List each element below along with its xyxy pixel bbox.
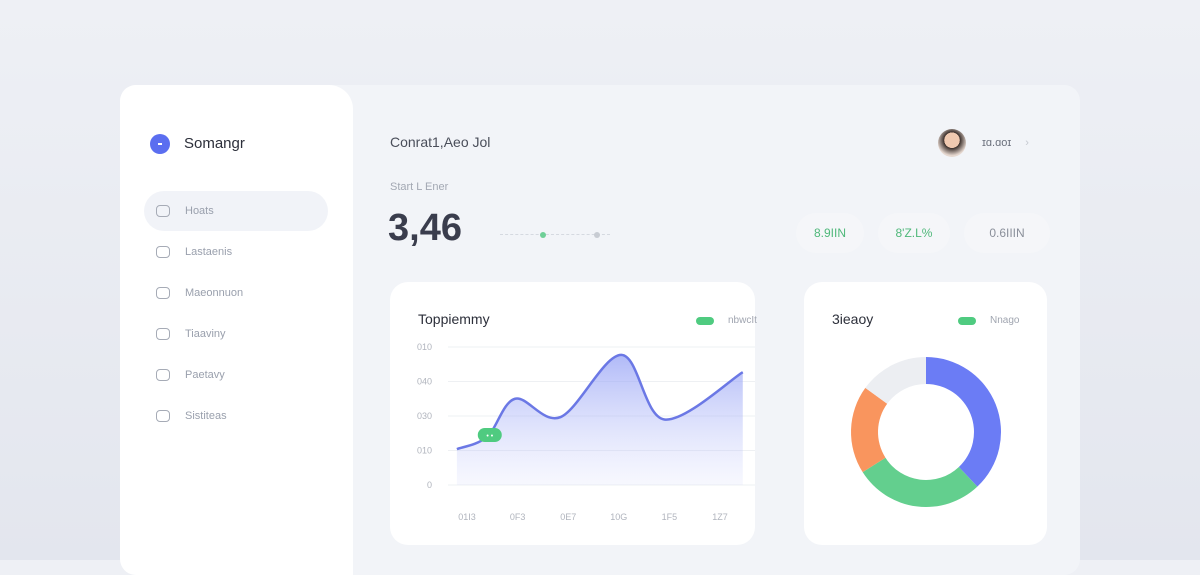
user-menu[interactable]: ɪɑ.ɑoɪ › — [930, 125, 1048, 161]
legend-swatch — [958, 316, 976, 325]
sidebar-item-label: Lastaenis — [185, 246, 233, 258]
avatar — [938, 129, 966, 157]
donut-slice[interactable] — [865, 357, 926, 404]
donut-slice[interactable] — [862, 457, 978, 507]
logo-icon — [150, 134, 170, 154]
sidebar-item[interactable]: Paetavy — [144, 355, 328, 395]
sidebar-item[interactable]: Hoats — [144, 191, 328, 231]
sidebar-item[interactable]: Tiaaviny — [144, 314, 328, 354]
chevron-right-icon: › — [1025, 137, 1029, 149]
x-tick-label: 0F3 — [510, 512, 526, 522]
donut-chart-panel: 3ieaoy Nnago — [804, 282, 1047, 545]
line-chart-panel: Toppiemmy nbwcIt 010 040 030 010 0 01I3 0F3 0E7… — [390, 282, 757, 545]
x-tick-label: 10G — [610, 512, 627, 522]
x-tick-label: 1F5 — [662, 512, 678, 522]
page-title: Conrat1,Aeo Jol — [390, 134, 491, 150]
legend: Nnago — [958, 315, 1019, 326]
sidebar-item-label: Tiaaviny — [185, 328, 226, 340]
sidebar: Somangr Hoats Lastaenis Maeonnuon Tiaaviny P… — [120, 85, 353, 575]
y-tick-label: 040 — [417, 377, 432, 387]
x-tick-label: 1Z7 — [712, 512, 728, 522]
bell-icon — [156, 410, 170, 422]
tooltip-label: • • — [486, 433, 493, 440]
donut-slice[interactable] — [926, 357, 1001, 487]
area-fill — [456, 354, 743, 485]
power-icon — [156, 287, 170, 299]
line-chart: 010 040 030 010 0 01I3 0F3 0E7 10G 1F5 1Z7 • • — [417, 342, 755, 522]
donut-slice[interactable] — [851, 387, 888, 473]
stat-chip[interactable]: 8.9IIN — [796, 213, 864, 253]
sparkline — [500, 232, 610, 238]
donut-chart — [851, 357, 1001, 507]
y-tick-label: 030 — [417, 411, 432, 421]
y-tick-label: 010 — [417, 446, 432, 456]
sparkline-dot — [540, 232, 546, 238]
sidebar-item-label: Hoats — [185, 205, 214, 217]
panel-title: Toppiemmy — [418, 311, 490, 327]
data-point-tooltip[interactable] — [477, 428, 502, 442]
brand-name: Somangr — [184, 135, 245, 152]
clock-icon — [156, 205, 170, 217]
inbox-icon — [156, 328, 170, 340]
grid-icon — [156, 369, 170, 381]
sparkline-dot — [594, 232, 600, 238]
x-tick-label: 01I3 — [458, 512, 476, 522]
legend-label: Nnago — [990, 315, 1020, 326]
sidebar-item-label: Maeonnuon — [185, 287, 244, 299]
legend-label: nbwcIt — [728, 315, 757, 326]
x-tick-label: 0E7 — [560, 512, 576, 522]
y-tick-label: 010 — [417, 342, 432, 352]
sidebar-item[interactable]: Maeonnuon — [144, 273, 328, 313]
legend: nbwcIt — [696, 315, 757, 326]
stat-chip[interactable]: 8'Z.L% — [878, 213, 950, 253]
sidebar-item[interactable]: Lastaenis — [144, 232, 328, 272]
panel-title: 3ieaoy — [832, 311, 874, 327]
legend-swatch — [696, 316, 714, 325]
summary-value: 3,46 — [388, 207, 462, 249]
stat-chip[interactable]: 0.6IIIN — [964, 213, 1050, 253]
sidebar-item[interactable]: Sistiteas — [144, 396, 328, 436]
sidebar-item-label: Paetavy — [185, 369, 225, 381]
dashboard-window: Somangr Hoats Lastaenis Maeonnuon Tiaaviny P… — [120, 85, 1080, 575]
summary-label: Start L Ener — [390, 181, 449, 193]
sidebar-item-label: Sistiteas — [185, 410, 227, 422]
y-tick-label: 0 — [427, 480, 432, 490]
gauge-icon — [156, 246, 170, 258]
user-name: ɪɑ.ɑoɪ — [982, 137, 1012, 149]
